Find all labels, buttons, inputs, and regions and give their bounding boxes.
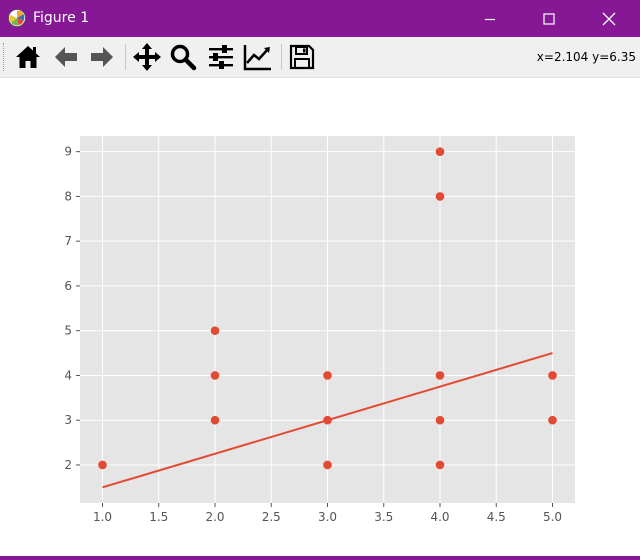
close-icon [602,12,616,25]
save-floppy-icon [289,44,315,70]
scatter-point [435,147,445,156]
x-tick-label: 4.0 [430,510,449,524]
back-arrow-icon [55,47,77,67]
cursor-coordinates: x=2.104 y=6.35 [536,50,636,64]
scatter-point [323,460,332,470]
toolbar-grip[interactable] [3,43,6,71]
back-button[interactable] [50,41,82,73]
x-tick-label: 2.0 [205,510,224,524]
configure-subplots-button[interactable] [205,41,237,73]
y-tick-label: 7 [64,234,72,248]
scatter-point [210,371,220,380]
edit-axis-button[interactable] [242,41,274,73]
toolbar-separator [281,44,282,70]
x-tick-label: 4.5 [487,510,506,524]
forward-button[interactable] [86,41,118,73]
x-tick-label: 1.0 [93,510,112,524]
figure-canvas[interactable]: 1.0 1.5 2.0 2.5 3.0 3.5 4.0 4.5 5.0 2 3 4 5 6 7 8 9 [0,78,640,556]
window-title: Figure 1 [33,10,90,26]
x-tick-label: 1.5 [149,510,168,524]
x-tick-label: 3.5 [374,510,393,524]
scatter-point [435,415,445,425]
scatter-point [435,371,445,380]
x-tick-label: 3.0 [318,510,337,524]
zoom-button[interactable] [167,41,199,73]
save-button[interactable] [286,41,318,73]
window-bottom-border [0,556,640,560]
home-icon [16,46,40,68]
configure-subplots-icon [209,45,233,69]
y-tick-label: 6 [64,279,72,293]
title-bar: Figure 1 [0,0,640,37]
y-tick-label: 9 [64,145,72,159]
home-button[interactable] [12,41,44,73]
scatter-point [98,460,107,470]
y-tick-label: 8 [64,189,72,203]
y-tick-label: 2 [64,458,72,472]
scatter-point [548,415,557,425]
minimize-icon [485,18,495,20]
scatter-point [548,371,557,380]
scatter-point [435,192,445,201]
plot-svg[interactable]: 1.0 1.5 2.0 2.5 3.0 3.5 4.0 4.5 5.0 2 3 4 5 6 7 8 9 [0,78,640,556]
matplotlib-logo-icon [8,9,26,27]
y-tick-label: 3 [64,413,72,427]
maximize-button[interactable] [526,0,572,37]
scatter-point [210,415,220,425]
close-button[interactable] [586,0,632,37]
scatter-point [323,415,332,425]
scatter-point [435,460,445,470]
scatter-point [210,326,220,335]
scatter-point [323,371,332,380]
y-tick-label: 5 [64,324,72,338]
pan-move-icon [133,43,161,71]
x-tick-label: 2.5 [262,510,281,524]
pan-button[interactable] [131,41,163,73]
forward-arrow-icon [91,47,113,67]
x-tick-label: 5.0 [543,510,562,524]
maximize-icon [543,12,555,25]
navigation-toolbar: x=2.104 y=6.35 [0,37,640,78]
y-tick-label: 4 [64,368,72,382]
minimize-button[interactable] [467,0,513,37]
zoom-magnifier-icon [170,44,197,71]
edit-axis-icon [243,45,271,71]
toolbar-separator [125,44,126,70]
